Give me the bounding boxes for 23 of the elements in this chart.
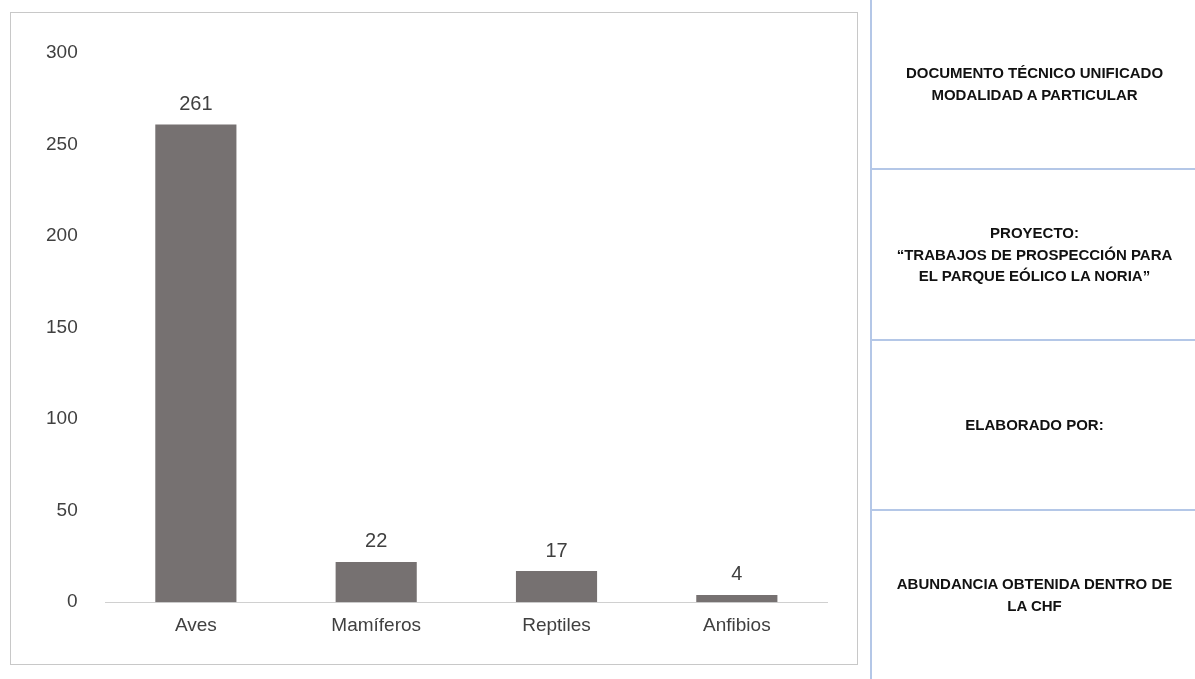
bar [515, 571, 598, 603]
data-label: 22 [365, 529, 388, 552]
y-tick-label: 50 [56, 498, 78, 520]
text: ELABORADO POR: [872, 340, 1195, 511]
data-label: 17 [545, 538, 568, 561]
x-tick-label: Aves [174, 613, 217, 635]
bar [696, 594, 778, 603]
y-tick-label: 150 [46, 315, 78, 337]
y-tick-label: 100 [46, 407, 78, 429]
data-label: 261 [179, 91, 213, 114]
text: ABUNDANCIA OBTENIDA DENTRO DE LA CHF [895, 574, 1174, 616]
text: DOCUMENTO TÉCNICO UNIFICADO MODALIDAD A PARTICULAR [872, 0, 1195, 171]
y-tick-label: 200 [46, 224, 78, 246]
y-tick-label: 300 [46, 41, 78, 63]
x-tick-label: Anfibios [703, 613, 771, 635]
y-tick-label: 250 [46, 132, 78, 154]
text: PROYECTO: “TRABAJOS DE PROSPECCIÓN PARA EL PARQUE EÓLICO LA NORIA” [872, 170, 1195, 341]
y-tick-label: 0 [67, 590, 78, 612]
bar [155, 124, 237, 603]
x-tick-label: Mamíferos [331, 613, 422, 635]
bar [335, 561, 417, 603]
x-tick-label: Reptiles [522, 613, 591, 635]
data-label: 4 [731, 562, 743, 585]
